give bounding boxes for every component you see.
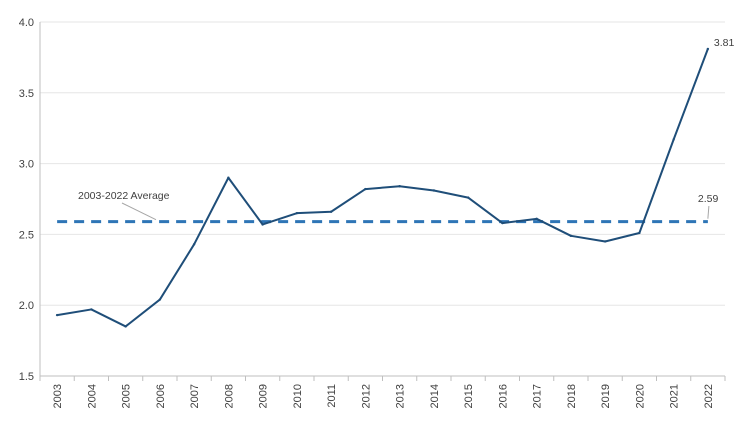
data-point	[398, 185, 401, 188]
data-point	[295, 211, 299, 215]
y-tick-label: 3.5	[19, 88, 34, 100]
data-point	[158, 298, 162, 301]
data-point	[55, 313, 59, 317]
x-tick-label: 2021	[669, 384, 681, 408]
data-point	[706, 47, 710, 51]
y-tick-label: 1.5	[19, 371, 34, 383]
data-point	[638, 231, 641, 235]
data-point	[90, 308, 93, 311]
average-value-label: 2.59	[698, 193, 719, 205]
series-line	[56, 48, 709, 328]
data-point	[227, 176, 230, 179]
series-end-label: 3.81	[714, 37, 735, 49]
data-point	[672, 138, 675, 141]
y-tick-label: 4.0	[19, 17, 34, 29]
data-point	[364, 187, 367, 191]
x-tick-label: 2006	[155, 384, 167, 408]
data-point	[569, 234, 573, 238]
average-label-leader	[121, 202, 157, 221]
x-tick-label: 2008	[223, 384, 235, 408]
average-value-leader	[707, 205, 710, 219]
x-tick-label: 2016	[497, 384, 509, 408]
x-tick-label: 2007	[189, 384, 201, 408]
y-axis: 1.5 2.0 2.5 3.0 3.5 4.0	[19, 17, 41, 383]
x-tick-label: 2018	[566, 384, 578, 408]
x-tick-label: 2012	[360, 384, 372, 408]
data-point	[432, 189, 436, 192]
x-tick-label: 2014	[429, 384, 441, 408]
gridlines	[40, 21, 725, 306]
x-tick-label: 2004	[86, 384, 98, 408]
data-point	[501, 221, 504, 225]
series-group: 3.81	[55, 37, 735, 328]
x-tick-label: 2022	[703, 384, 715, 408]
data-point	[124, 325, 127, 328]
data-point	[192, 243, 196, 246]
data-point	[603, 240, 607, 243]
x-tick-label: 2020	[634, 384, 646, 408]
x-axis: 2003 2004 2005 2006 2007 2008 2009 2010 2011 2012…	[39, 375, 726, 408]
y-tick-label: 3.0	[19, 159, 34, 171]
data-point	[466, 196, 470, 199]
data-point	[329, 210, 333, 213]
y-tick-label: 2.5	[19, 229, 34, 241]
data-point	[261, 223, 264, 226]
x-tick-label: 2009	[258, 384, 270, 408]
x-tick-label: 2013	[395, 384, 407, 408]
x-tick-label: 2017	[532, 384, 544, 408]
x-tick-label: 2010	[292, 384, 304, 408]
x-tick-label: 2011	[326, 384, 338, 408]
y-tick-label: 2.0	[19, 300, 34, 312]
data-point	[535, 217, 538, 221]
average-line-label: 2003-2022 Average	[78, 190, 170, 202]
x-tick-label: 2005	[121, 384, 133, 408]
x-tick-label: 2015	[463, 384, 475, 408]
average-line-group: 2003-2022 Average 2.59	[57, 190, 719, 224]
x-tick-label: 2003	[52, 384, 64, 408]
x-tick-label: 2019	[600, 384, 612, 408]
